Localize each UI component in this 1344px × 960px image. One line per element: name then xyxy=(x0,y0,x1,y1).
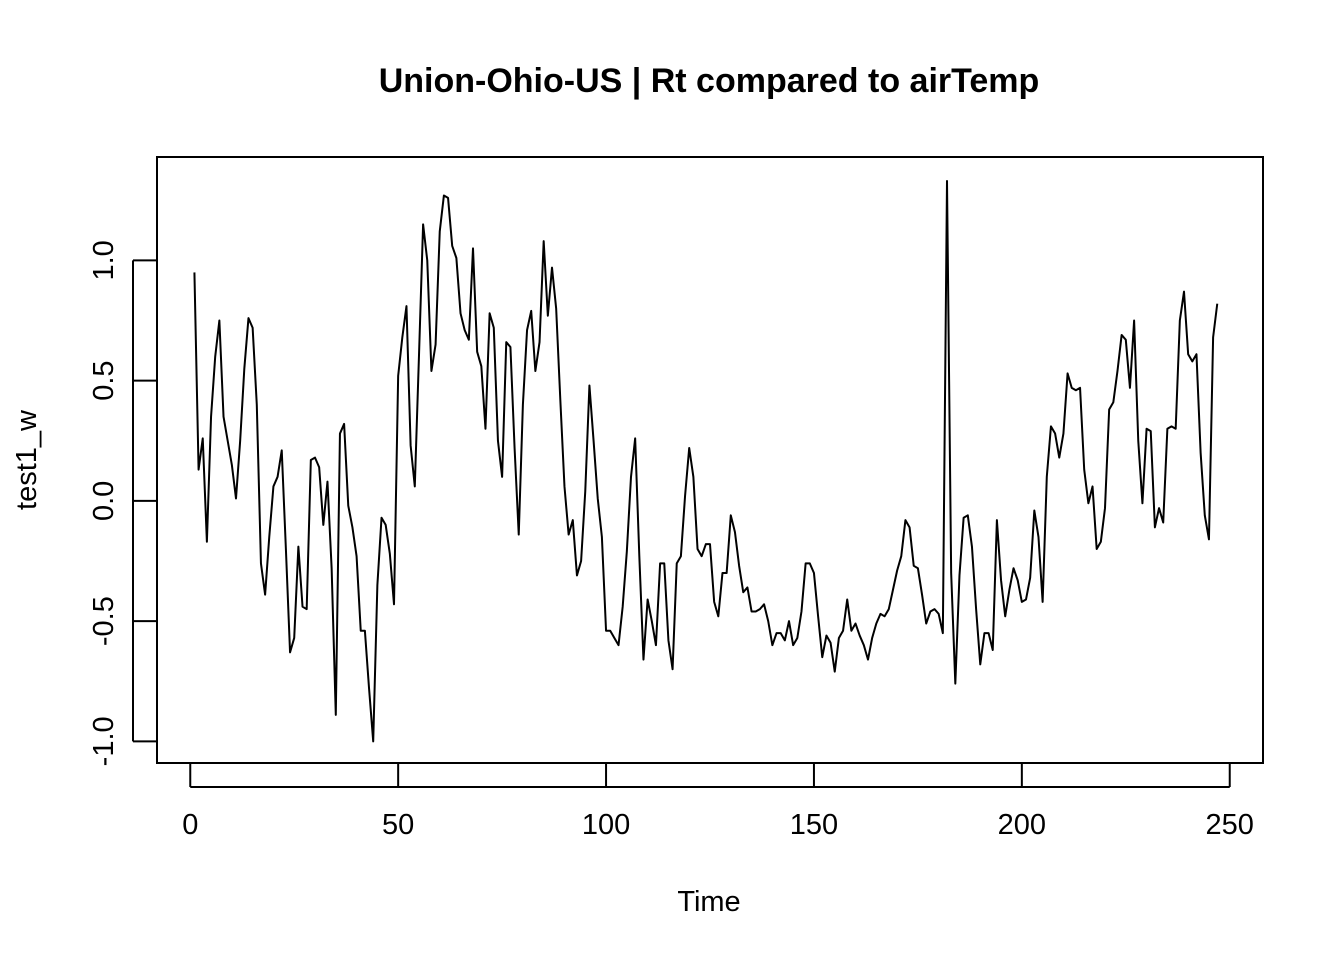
plot-frame xyxy=(156,156,1264,764)
x-tick-label: 150 xyxy=(790,809,838,841)
y-tick-label: -1.0 xyxy=(88,716,120,766)
x-tick-label: 250 xyxy=(1206,809,1254,841)
series-group xyxy=(193,180,1219,743)
chart-title: Union-Ohio-US | Rt compared to airTemp xyxy=(379,62,1040,100)
y-tick-label: -0.5 xyxy=(88,596,120,646)
y-axis-title: test1_w xyxy=(11,409,43,510)
x-tick-label: 100 xyxy=(582,809,630,841)
x-axis: 0 50 100 150 200 250 xyxy=(182,764,1254,841)
y-axis: -1.0 -0.5 0.0 0.5 1.0 xyxy=(88,240,156,766)
y-tick-label: 0.5 xyxy=(88,360,120,400)
y-tick-label: 1.0 xyxy=(88,240,120,280)
series-line xyxy=(193,180,1219,743)
x-axis-title: Time xyxy=(677,886,740,918)
x-tick-label: 200 xyxy=(998,809,1046,841)
y-tick-label: 0.0 xyxy=(88,481,120,521)
x-tick-label: 0 xyxy=(182,809,198,841)
x-tick-label: 50 xyxy=(382,809,414,841)
